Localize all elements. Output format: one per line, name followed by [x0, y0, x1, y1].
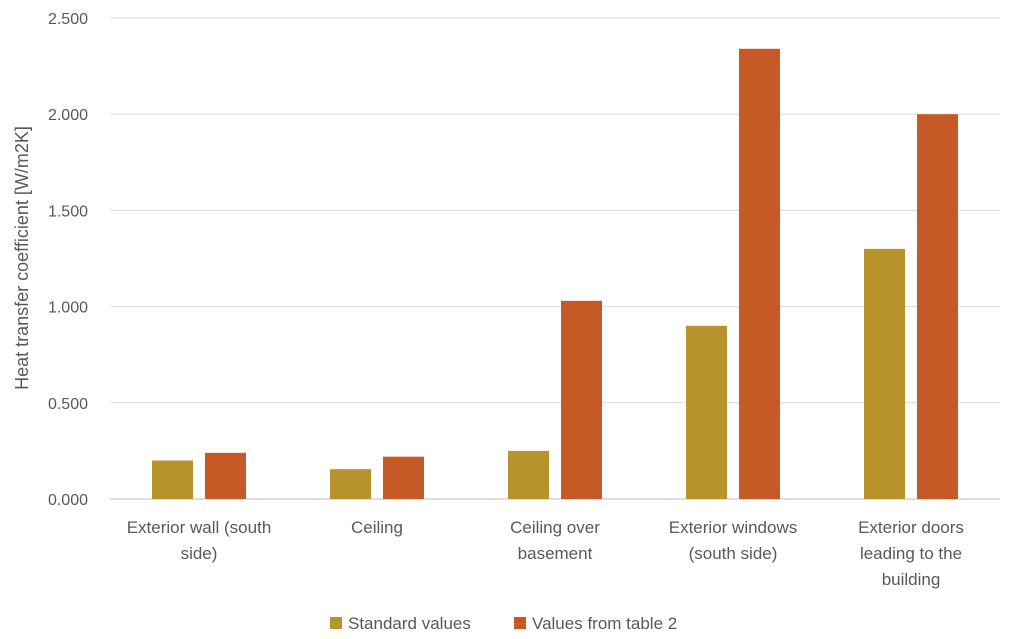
bar-standard — [686, 325, 727, 499]
bars — [152, 48, 958, 500]
bar-standard — [864, 248, 905, 499]
bar-table2 — [917, 114, 958, 499]
y-axis-title: Heat transfer coefficient [W/m2K] — [12, 126, 32, 390]
y-tick-label: 1.000 — [48, 300, 88, 317]
x-category-label: Exterior wall (south side) — [127, 518, 272, 563]
x-category-label: Ceiling over basement — [510, 518, 600, 563]
y-tick-label: 2.000 — [48, 107, 88, 124]
y-tick-label: 1.500 — [48, 203, 88, 220]
y-axis-ticks: 0.000 0.500 1.000 1.500 2.000 2.500 — [48, 11, 88, 509]
bar-table2 — [561, 300, 602, 499]
bar-table2 — [383, 456, 424, 499]
legend-swatch — [514, 617, 526, 629]
legend-label: Values from table 2 — [532, 614, 677, 633]
bar-standard — [508, 450, 549, 499]
bar-table2 — [205, 452, 246, 499]
y-tick-label: 0.000 — [48, 492, 88, 509]
bar-standard — [152, 460, 193, 499]
x-category-label: Exterior doors leading to the building — [858, 518, 964, 589]
gridlines — [110, 17, 1000, 500]
y-tick-label: 0.500 — [48, 396, 88, 413]
legend-swatch — [330, 617, 342, 629]
x-category-label: Exterior windows (south side) — [669, 518, 798, 563]
bar-table2 — [739, 48, 780, 500]
y-tick-label: 2.500 — [48, 11, 88, 28]
bar-standard — [330, 469, 371, 499]
legend: Standard values Values from table 2 — [330, 614, 677, 633]
x-category-label: Ceiling — [351, 518, 403, 537]
legend-label: Standard values — [348, 614, 471, 633]
x-axis-categories: Exterior wall (south side) Ceiling Ceiling … — [127, 518, 964, 589]
